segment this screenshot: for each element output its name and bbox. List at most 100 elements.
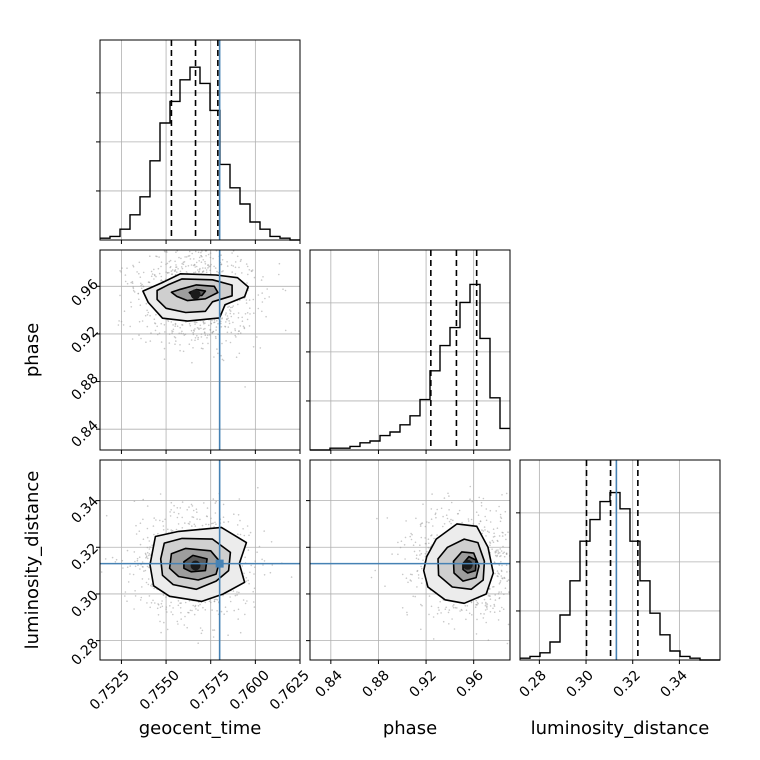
sample-point [218,247,220,249]
sample-point [415,557,418,560]
sample-point [434,513,437,516]
sample-point [483,613,485,615]
sample-point [545,541,547,543]
sample-point [225,340,227,342]
sample-point [193,321,196,323]
sample-point [451,618,453,620]
sample-point [228,320,230,322]
sample-point [157,614,160,616]
sample-point [170,270,173,272]
sample-point [171,269,174,271]
sample-point [419,544,421,546]
sample-point [436,534,438,536]
sample-point [239,332,242,334]
sample-point [177,600,180,602]
sample-point [253,312,255,315]
histogram-phase [310,283,510,451]
sample-point [156,333,159,336]
sample-point [213,598,216,601]
sample-point [424,542,427,545]
sample-point [126,267,128,270]
sample-point [261,558,263,561]
sample-point [534,584,536,586]
sample-point [239,519,241,522]
sample-point [488,531,490,534]
sample-point [161,240,163,242]
sample-point [450,518,452,521]
sample-point [180,618,182,620]
sample-point [226,318,228,321]
sample-point [196,511,198,513]
sample-point [229,600,232,603]
sample-point [525,548,527,550]
sample-point [261,292,264,294]
sample-point [406,614,409,616]
sample-point [484,529,486,531]
sample-point [501,606,503,609]
sample-point [191,252,193,255]
sample-point [496,555,498,558]
sample-point [244,556,246,559]
sample-point [516,531,518,533]
sample-point [484,604,487,607]
sample-point [203,331,206,334]
panel-frame [99,249,301,451]
sample-point [136,557,139,560]
sample-point [162,529,165,531]
sample-point [420,603,422,606]
sample-point [262,276,264,278]
sample-point [207,264,210,266]
sample-point [475,603,478,606]
sample-point [500,591,503,593]
sample-point [172,231,174,233]
sample-point [213,321,216,324]
sample-point [177,512,180,515]
sample-point [138,530,141,532]
sample-point [189,609,192,612]
sample-point [514,616,516,618]
sample-point [193,613,196,616]
sample-point [230,264,233,267]
sample-point [177,623,179,625]
sample-point [198,271,200,273]
sample-point [230,331,233,334]
sample-point [166,628,169,631]
sample-point [229,312,232,315]
sample-point [517,574,519,576]
sample-point [439,600,442,603]
sample-point [200,261,203,264]
sample-point [534,549,536,551]
sample-point [165,271,167,273]
sample-point [527,542,529,544]
sample-point [147,311,150,314]
sample-point [184,522,186,524]
sample-point [243,572,245,575]
sample-point [211,319,213,322]
sample-point [278,262,281,265]
sample-point [485,535,487,537]
sample-point [129,565,131,567]
sample-point [179,326,181,329]
contour-level-3 [168,547,221,581]
sample-point [162,594,165,596]
sample-point [132,265,135,268]
sample-point [153,517,155,519]
sample-point [231,252,233,254]
sample-point [204,263,207,265]
sample-point [133,608,135,610]
sample-point [503,593,505,596]
sample-point [176,516,179,519]
sample-point [189,324,192,327]
sample-point [229,306,232,309]
sample-point [198,327,200,330]
sample-point [249,571,251,574]
sample-point [215,329,217,331]
sample-point [120,271,122,273]
sample-point [428,542,430,545]
sample-point [137,292,139,295]
sample-point [526,546,528,548]
sample-point [166,611,168,613]
sample-point [111,556,114,559]
sample-point [517,548,519,550]
